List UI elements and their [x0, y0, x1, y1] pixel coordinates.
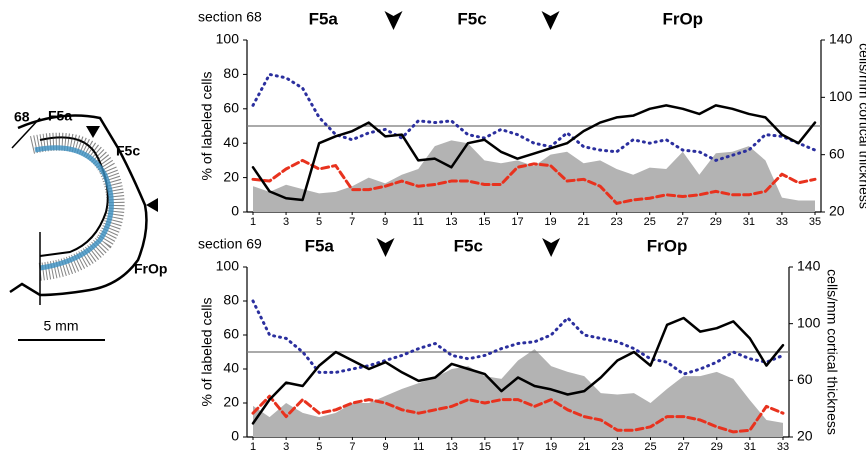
y-tick-label: 100 [216, 258, 240, 274]
y2-axis-title: cells/mm cortical thickness [824, 269, 840, 435]
x-tick-label: 9 [382, 441, 388, 453]
x-tick-label: 5 [316, 216, 322, 228]
x-tick-label: 33 [777, 441, 789, 453]
figure: 68 F5a F5c FrOp 5 mm section 68 0 20 40 60 80… [0, 0, 866, 457]
x-tick-label: 3 [283, 216, 289, 228]
x-tick-label: 25 [644, 441, 656, 453]
x-tick-label: 7 [349, 441, 355, 453]
y-tick-label: 100 [216, 31, 240, 47]
x-tick-label: 23 [611, 441, 623, 453]
x-tick-label: 31 [743, 216, 755, 228]
area-label: F5c [116, 143, 140, 159]
x-tick-label: 19 [545, 441, 557, 453]
y2-tick-label: 100 [829, 88, 853, 104]
region-label: F5a [305, 236, 335, 255]
x-tick-label: 23 [611, 216, 623, 228]
x-tick-label: 21 [578, 441, 590, 453]
y-axis-title: % of labeled cells [199, 298, 215, 407]
region-label: FrOp [662, 9, 703, 28]
x-tick-label: 15 [479, 441, 491, 453]
y-tick-label: 40 [223, 134, 239, 150]
y2-tick-label: 60 [829, 145, 845, 161]
y2-tick-label: 140 [829, 31, 853, 47]
scale-label: 5 mm [44, 318, 79, 334]
region-label: FrOp [647, 236, 688, 255]
x-tick-label: 7 [349, 216, 355, 228]
x-tick-label: 29 [710, 216, 722, 228]
page: 68 F5a F5c FrOp 5 mm section 68 0 20 40 60 80… [0, 0, 866, 457]
x-tick-label: 1 [250, 441, 256, 453]
chart-title: section 69 [198, 236, 262, 252]
x-tick-label: 15 [478, 216, 490, 228]
x-tick-label: 5 [316, 441, 322, 453]
x-tick-label: 17 [512, 441, 524, 453]
x-tick-label: 19 [544, 216, 556, 228]
area-label: FrOp [134, 261, 167, 277]
x-tick-label: 9 [382, 216, 388, 228]
y-tick-label: 80 [223, 292, 239, 308]
area [253, 140, 815, 212]
y-tick-label: 20 [223, 168, 239, 184]
boundary-arrow [542, 11, 560, 30]
arrowhead [86, 126, 100, 138]
region-label: F5c [457, 9, 486, 28]
y2-axis-title: cells/mm cortical thickness [856, 43, 866, 209]
y-tick-label: 20 [223, 394, 239, 410]
area-label: F5a [48, 108, 72, 124]
y2-tick-label: 20 [829, 203, 845, 219]
x-tick-label: 35 [809, 216, 821, 228]
chart-title: section 68 [198, 9, 262, 25]
y-tick-label: 60 [223, 326, 239, 342]
y2-tick-label: 60 [797, 371, 813, 387]
x-tick-label: 17 [511, 216, 523, 228]
x-tick-label: 3 [283, 441, 289, 453]
x-tick-label: 27 [678, 441, 690, 453]
x-tick-label: 13 [445, 216, 457, 228]
boundary-arrow [542, 238, 560, 257]
y2-tick-label: 140 [797, 258, 821, 274]
illustration: 68 F5a F5c FrOp 5 mm [10, 108, 167, 340]
boundary-arrow [377, 238, 395, 257]
x-tick-label: 31 [744, 441, 756, 453]
region-label: F5c [454, 236, 483, 255]
y-tick-label: 80 [223, 65, 239, 81]
boundary-arrow [385, 11, 403, 30]
x-tick-label: 25 [644, 216, 656, 228]
x-tick-label: 29 [711, 441, 723, 453]
x-tick-label: 27 [677, 216, 689, 228]
x-tick-label: 33 [776, 216, 788, 228]
y-tick-label: 40 [223, 360, 239, 376]
area [253, 349, 783, 437]
section-label: 68 [14, 109, 30, 125]
y2-tick-label: 100 [797, 314, 821, 330]
inner-outline [40, 137, 108, 256]
y-tick-label: 60 [223, 100, 239, 116]
y-tick-label: 0 [231, 428, 239, 444]
x-tick-label: 1 [250, 216, 256, 228]
x-tick-label: 11 [413, 441, 424, 453]
x-tick-label: 21 [577, 216, 589, 228]
x-tick-label: 11 [413, 216, 424, 228]
y2-tick-label: 20 [797, 428, 813, 444]
arrowhead [146, 198, 158, 212]
y-tick-label: 0 [231, 203, 239, 219]
stipple [32, 142, 116, 272]
x-tick-label: 13 [446, 441, 458, 453]
y-axis-title: % of labeled cells [199, 72, 215, 181]
region-label: F5a [309, 9, 339, 28]
line [253, 74, 815, 160]
